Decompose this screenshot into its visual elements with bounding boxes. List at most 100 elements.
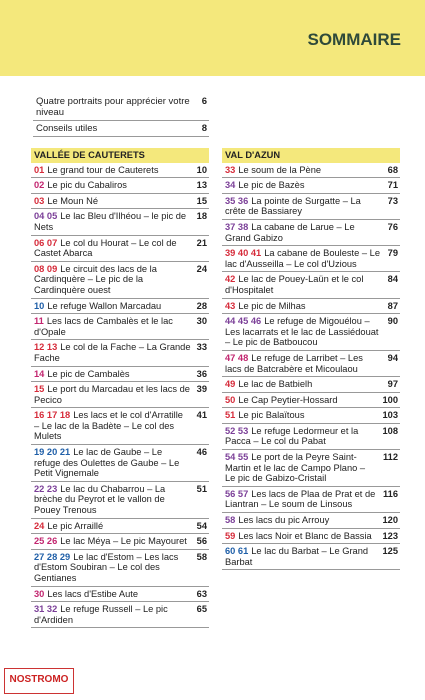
entry-number: 51 xyxy=(225,410,236,421)
entry-title: Le pic de Milhas xyxy=(238,300,306,311)
toc-entry: 19 20 21 Le lac de Gaube – Le refuge des … xyxy=(31,445,209,482)
page-number: 68 xyxy=(387,164,398,175)
page-number: 65 xyxy=(196,604,207,615)
toc-entry: 49 Le lac de Batbielh 97 xyxy=(222,377,400,393)
entry-title: Quatre portraits pour apprécier votre ni… xyxy=(36,96,190,118)
entry-title: Le lac de Batbielh xyxy=(238,379,313,390)
entry-text: 58 Les lacs du pic Arrouy xyxy=(225,515,382,526)
page-number: 41 xyxy=(196,410,207,421)
entry-title: Les lacs Noir et Blanc de Bassia xyxy=(238,530,372,541)
entry-number: 08 09 xyxy=(34,263,58,274)
entry-number: 34 xyxy=(225,180,236,191)
page-number: 46 xyxy=(196,447,207,458)
toc-entry: 06 07 Le col du Hourat – Le col de Castet… xyxy=(31,236,209,262)
page-number: 39 xyxy=(196,384,207,395)
toc-entry: 34 Le pic de Bazès 71 xyxy=(222,178,400,194)
page-number: 79 xyxy=(387,248,398,259)
entry-number: 02 xyxy=(34,180,45,191)
entry-text: 19 20 21 Le lac de Gaube – Le refuge des … xyxy=(34,447,197,479)
toc-entry: 02 Le pic du Cabaliros 13 xyxy=(31,178,209,194)
entry-text: 42 Le lac de Pouey-Laün et le col d'Hospi… xyxy=(225,274,388,295)
entry-number: 56 57 xyxy=(225,488,249,499)
entry-text: 39 40 41 La cabane de Bouleste – Le lac d… xyxy=(225,248,388,269)
toc-entry: 08 09 Le circuit des lacs de la Cardinquè… xyxy=(31,262,209,299)
page-number: 125 xyxy=(382,546,398,557)
entry-text: 43 Le pic de Milhas xyxy=(225,301,388,312)
entry-text: 01 Le grand tour de Cauterets xyxy=(34,165,197,176)
entry-text: 03 Le Moun Né xyxy=(34,196,197,207)
entry-title: Le lac du Barbat – Le Grand Barbat xyxy=(225,546,369,567)
entry-text: 16 17 18 Les lacs et le col d'Arratille –… xyxy=(34,410,197,442)
page-number: 6 xyxy=(201,96,207,107)
entry-title: Le pic Balaïtous xyxy=(238,410,305,421)
toc-entry: 42 Le lac de Pouey-Laün et le col d'Hospi… xyxy=(222,272,400,299)
entry-text: 51 Le pic Balaïtous xyxy=(225,410,382,421)
entry-number: 33 xyxy=(225,164,236,175)
entry-title: Conseils utiles xyxy=(36,123,98,134)
toc-entry: 56 57 Les lacs de Plaa de Prat et de Lian… xyxy=(222,487,400,514)
entry-title: La cabane de Larue – Le Grand Gabizo xyxy=(225,221,355,243)
page-number: 33 xyxy=(196,342,207,353)
entry-text: 35 36 La pointe de Surgatte – La crête de… xyxy=(225,196,388,217)
logo: NOSTROMO xyxy=(4,668,74,694)
entry-number: 60 61 xyxy=(225,546,249,557)
entry-text: 14 Le pic de Cambalès xyxy=(34,369,197,380)
toc-entry: 37 38 La cabane de Larue – Le Grand Gabiz… xyxy=(222,220,400,247)
toc-entry: Quatre portraits pour apprécier votre ni… xyxy=(33,94,209,121)
entry-text: 11 Les lacs de Cambalès et le lac d'Opale xyxy=(34,316,197,337)
entry-number: 24 xyxy=(34,520,45,531)
page-number: 51 xyxy=(196,483,207,494)
page-number: 30 xyxy=(196,316,207,327)
page-number: 56 xyxy=(196,536,207,547)
toc-entry: 54 55 Le port de la Peyre Saint-Martin et… xyxy=(222,450,400,487)
toc-entry: 22 23 Le lac du Chabarrou – La brèche du … xyxy=(31,482,209,519)
entry-title: La cabane de Bouleste – Le lac d'Ausseil… xyxy=(225,248,380,269)
page-number: 94 xyxy=(387,352,398,363)
entry-title: Le soum de la Pène xyxy=(238,164,322,175)
page-number: 84 xyxy=(387,274,398,285)
entry-text: 59 Les lacs Noir et Blanc de Bassia xyxy=(225,531,382,542)
entry-number: 37 38 xyxy=(225,221,249,232)
entry-number: 04 05 xyxy=(34,211,58,222)
entry-title: La pointe de Surgatte – La crête de Bass… xyxy=(225,195,361,217)
entry-title: Les lacs de Plaa de Prat et de Liantran … xyxy=(225,488,376,510)
page-number: 123 xyxy=(382,530,398,541)
page-number: 112 xyxy=(383,452,398,463)
toc-entry: 27 28 29 Le lac d'Estom – Les lacs d'Esto… xyxy=(31,550,209,587)
entry-number: 06 07 xyxy=(34,237,58,248)
entry-title: Les lacs de Cambalès et le lac d'Opale xyxy=(34,316,173,337)
entry-text: 15 Le port du Marcadau et les lacs de Pec… xyxy=(34,384,197,405)
entry-number: 58 xyxy=(225,515,236,526)
entry-title: Le lac du Chabarrou – La brèche du Peyro… xyxy=(34,483,166,516)
entry-number: 47 48 xyxy=(225,352,249,363)
entry-title: Le refuge Wallon Marcadau xyxy=(47,300,162,311)
page-number: 24 xyxy=(196,263,207,274)
entry-title: Les lacs d'Estibe Aute xyxy=(47,588,139,599)
page-number: 108 xyxy=(382,425,398,436)
entry-number: 10 xyxy=(34,300,45,311)
toc-entry: Conseils utiles 8 xyxy=(33,121,209,137)
entry-number: 27 28 29 xyxy=(34,551,71,562)
entry-title: Le Moun Né xyxy=(47,195,98,206)
entry-title: Le refuge Ledormeur et la Pacca – Le col… xyxy=(225,425,359,447)
page-number: 63 xyxy=(196,588,207,599)
entry-text: 02 Le pic du Cabaliros xyxy=(34,180,197,191)
entry-title: Le pic de Cambalès xyxy=(47,368,130,379)
entry-text: 31 32 Le refuge Russell – Le pic d'Ardide… xyxy=(34,604,197,625)
entry-text: 34 Le pic de Bazès xyxy=(225,180,388,191)
toc-entry: 14 Le pic de Cambalès 36 xyxy=(31,367,209,383)
page-number: 15 xyxy=(196,195,207,206)
toc-entry: 25 26 Le lac Méya – Le pic Mayouret 56 xyxy=(31,534,209,550)
toc-entry: 30 Les lacs d'Estibe Aute 63 xyxy=(31,587,209,603)
toc-entry: 43 Le pic de Milhas 87 xyxy=(222,299,400,315)
section-title: VAL D'AZUN xyxy=(222,148,400,163)
entry-text: 33 Le soum de la Pène xyxy=(225,165,388,176)
entry-text: 52 53 Le refuge Ledormeur et la Pacca – L… xyxy=(225,426,382,447)
entry-text: 10 Le refuge Wallon Marcadau xyxy=(34,301,197,312)
entry-title: Le circuit des lacs de la Cardinquère – … xyxy=(34,263,157,295)
entry-title: Le lac de Pouey-Laün et le col d'Hospita… xyxy=(225,274,364,295)
entry-number: 25 26 xyxy=(34,536,58,547)
entry-number: 35 36 xyxy=(225,195,249,206)
entry-title: Le lac de Gaube – Le refuge des Oulettes… xyxy=(34,447,180,479)
